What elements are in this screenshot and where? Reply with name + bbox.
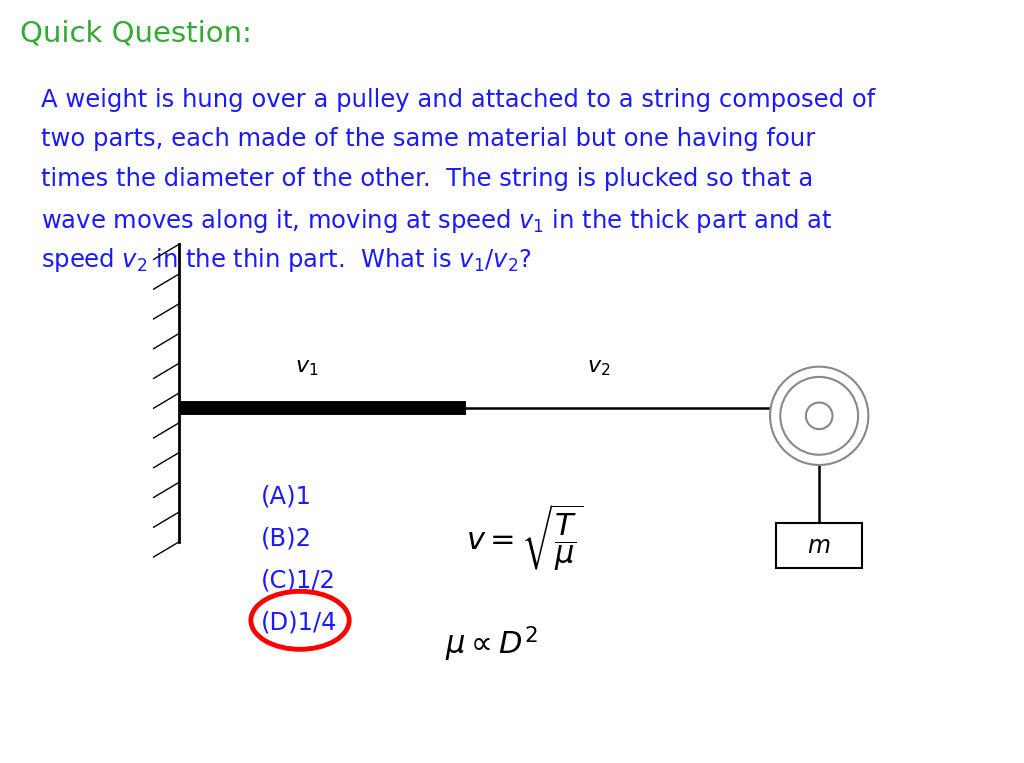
Text: speed $v_2$ in the thin part.  What is $v_1/v_2$?: speed $v_2$ in the thin part. What is $v… <box>41 246 531 275</box>
Text: $v_1$: $v_1$ <box>296 358 318 378</box>
Text: (A)1: (A)1 <box>261 485 312 508</box>
Text: $m$: $m$ <box>808 533 830 558</box>
Text: A weight is hung over a pulley and attached to a string composed of: A weight is hung over a pulley and attac… <box>41 88 876 111</box>
Bar <box>776 523 862 568</box>
Ellipse shape <box>806 403 833 429</box>
Text: times the diameter of the other.  The string is plucked so that a: times the diameter of the other. The str… <box>41 167 813 191</box>
Text: wave moves along it, moving at speed $v_1$ in the thick part and at: wave moves along it, moving at speed $v_… <box>41 207 833 235</box>
Ellipse shape <box>770 367 868 465</box>
Text: (D)1/4: (D)1/4 <box>261 610 338 634</box>
Text: two parts, each made of the same material but one having four: two parts, each made of the same materia… <box>41 127 815 151</box>
Text: $v = \sqrt{\dfrac{T}{\mu}}$: $v = \sqrt{\dfrac{T}{\mu}}$ <box>466 503 584 573</box>
Ellipse shape <box>780 377 858 455</box>
Text: (B)2: (B)2 <box>261 526 312 550</box>
Text: $\mu \propto D^2$: $\mu \propto D^2$ <box>445 625 538 665</box>
Text: (C)1/2: (C)1/2 <box>261 568 336 592</box>
Text: Quick Question:: Quick Question: <box>20 19 252 47</box>
Text: $v_2$: $v_2$ <box>588 358 610 378</box>
